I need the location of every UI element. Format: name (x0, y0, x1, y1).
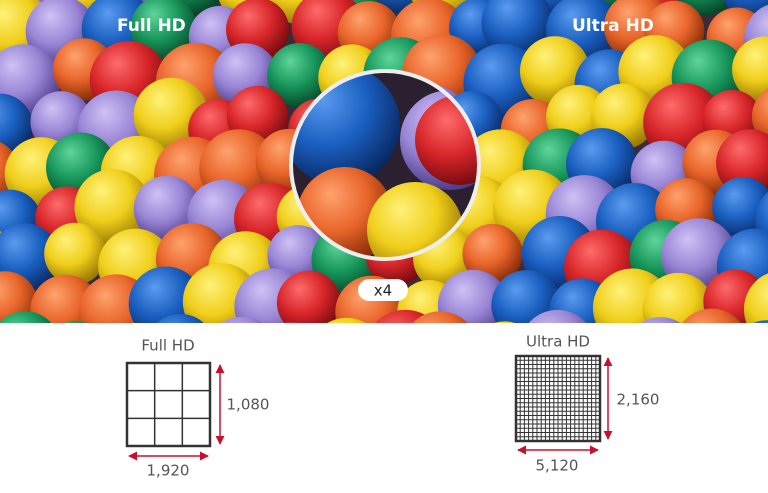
ball (221, 316, 263, 323)
ball (528, 309, 587, 323)
ball (642, 272, 715, 323)
full-hd-grid (125, 361, 212, 448)
ultra-hd-title: Ultra HD (526, 333, 590, 351)
ball (753, 320, 768, 323)
ball (0, 317, 12, 385)
full-hd-height: 1,080 (227, 396, 270, 414)
ball (412, 311, 468, 323)
ball (327, 317, 366, 323)
zoom-label: x4 (374, 282, 392, 300)
magnifier-ring (289, 69, 481, 261)
ball (74, 169, 151, 246)
ball (732, 36, 768, 103)
photo-left-label: Full HD (117, 16, 186, 36)
ball (743, 273, 768, 323)
ball (44, 222, 107, 285)
ball (0, 271, 38, 323)
ball (157, 313, 204, 323)
ultra-hd-width: 5,120 (536, 457, 579, 475)
ball (276, 270, 341, 323)
ball (437, 269, 509, 323)
full-hd-width: 1,920 (147, 462, 190, 480)
ball (64, 321, 87, 323)
ball (0, 311, 52, 323)
ball (283, 322, 301, 323)
ball (640, 317, 681, 323)
ultra-hd-grid (514, 354, 602, 443)
ball (462, 223, 523, 284)
ball (712, 177, 768, 239)
ultra-hd-height: 2,160 (617, 391, 660, 409)
photo-right-label: Ultra HD (572, 16, 654, 36)
zoom-badge (358, 279, 408, 301)
ball (267, 43, 332, 108)
ball (682, 308, 741, 323)
ball (494, 321, 515, 323)
ball (491, 270, 562, 323)
full-hd-title: Full HD (141, 337, 194, 355)
